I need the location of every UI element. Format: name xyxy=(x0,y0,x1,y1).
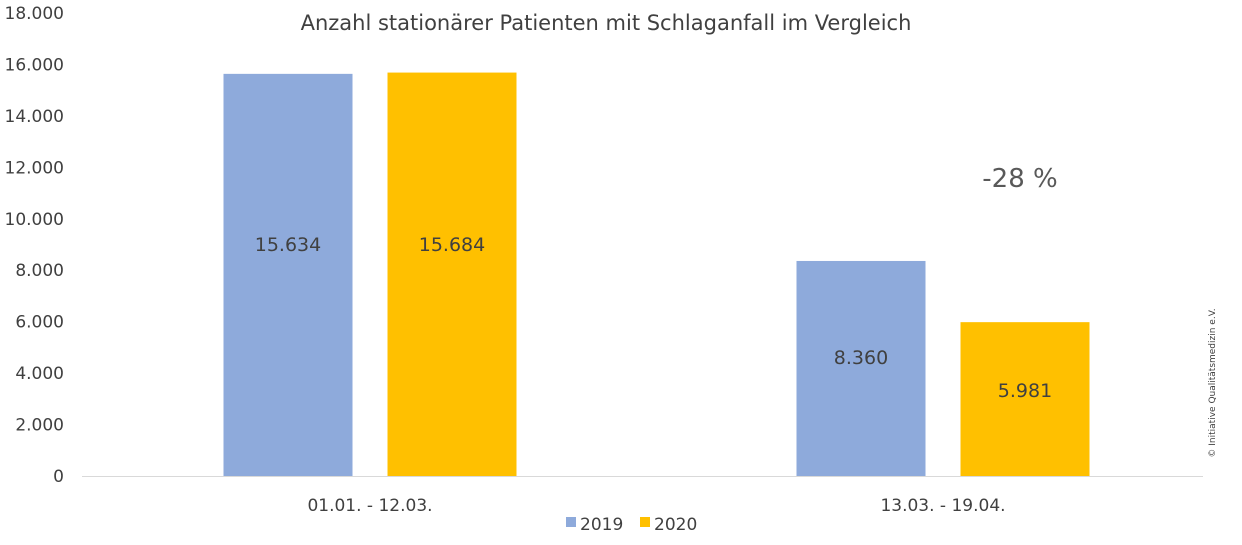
y-tick-label: 16.000 xyxy=(5,55,64,75)
data-label: 8.360 xyxy=(834,347,888,369)
y-tick-label: 0 xyxy=(53,467,64,487)
legend-swatch-2019 xyxy=(566,517,576,527)
y-tick-label: 2.000 xyxy=(15,416,64,436)
change-annotation: -28 % xyxy=(982,164,1057,194)
legend: 2019 2020 xyxy=(566,515,697,535)
x-tick-label: 13.03. - 19.04. xyxy=(880,496,1005,516)
y-tick-label: 8.000 xyxy=(15,261,64,281)
y-tick-label: 6.000 xyxy=(15,313,64,333)
y-tick-label: 14.000 xyxy=(5,107,64,127)
y-tick-label: 18.000 xyxy=(5,4,64,24)
y-tick-label: 4.000 xyxy=(15,364,64,384)
chart-title: Anzahl stationärer Patienten mit Schlaga… xyxy=(301,11,912,35)
legend-label: 2020 xyxy=(654,515,697,535)
bar-2020-1 xyxy=(387,72,517,477)
copyright-text: © Initiative Qualitätsmedizin e.V. xyxy=(1208,308,1218,457)
y-axis: 0 2.000 4.000 6.000 8.000 10.000 12.000 14.000 1… xyxy=(5,4,64,487)
bars: 15.634 8.360 15.684 5.981 xyxy=(223,72,1090,477)
y-tick-label: 10.000 xyxy=(5,210,64,230)
x-tick-label: 01.01. - 12.03. xyxy=(307,496,432,516)
y-tick-label: 12.000 xyxy=(5,158,64,178)
bar-2020-2 xyxy=(960,322,1090,476)
data-label: 5.981 xyxy=(998,380,1052,402)
x-axis: 01.01. - 12.03. 13.03. - 19.04. xyxy=(307,496,1005,516)
bar-2019-1 xyxy=(223,73,353,477)
legend-label: 2019 xyxy=(580,515,623,535)
bar-2019-2 xyxy=(796,260,926,476)
data-label: 15.634 xyxy=(255,234,321,256)
legend-swatch-2020 xyxy=(640,517,650,527)
data-label: 15.684 xyxy=(419,234,485,256)
